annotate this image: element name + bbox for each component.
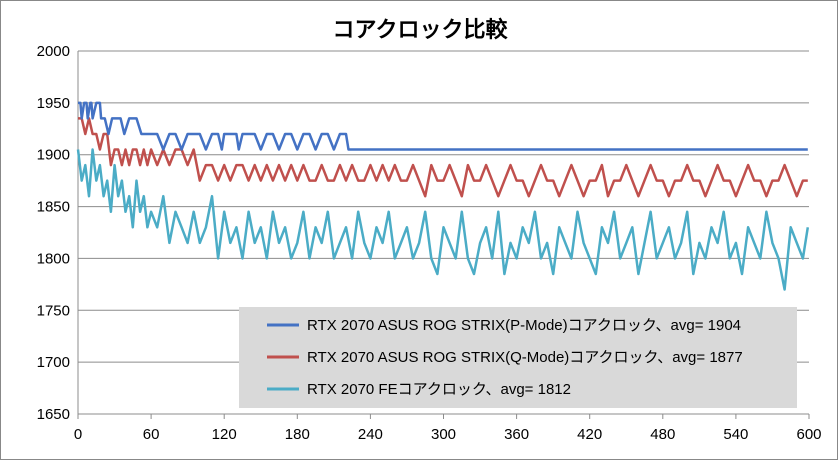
- x-tick-label-120: 120: [212, 426, 237, 443]
- legend-label-p-mode: RTX 2070 ASUS ROG STRIX(P-Mode)コアクロック、av…: [307, 317, 741, 334]
- x-tick-label-540: 540: [723, 426, 748, 443]
- y-tick-label-1800: 1800: [37, 250, 70, 267]
- y-tick-label-1750: 1750: [37, 302, 70, 319]
- chart-title: コアクロック比較: [333, 17, 509, 43]
- axes: 1650 1700 1750 1800 1850 1900 1950 2000 0 60 120 18…: [37, 43, 822, 443]
- x-tick-label-180: 180: [285, 426, 310, 443]
- y-tick-label-1700: 1700: [37, 354, 70, 371]
- series-line-p-mode: [78, 101, 808, 151]
- series-line-q-mode: [78, 117, 808, 198]
- legend-label-fe: RTX 2070 FEコアクロック、avg= 1812: [307, 381, 571, 398]
- x-tick-label-420: 420: [577, 426, 602, 443]
- y-tick-label-1650: 1650: [37, 406, 70, 423]
- legend-box: [239, 307, 797, 408]
- x-tick-label-480: 480: [650, 426, 675, 443]
- series-line-fe: [76, 148, 810, 291]
- y-tick-label-2000: 2000: [37, 43, 70, 60]
- y-tick-label-1900: 1900: [37, 147, 70, 164]
- x-tick-label-0: 0: [74, 426, 82, 443]
- y-tick-label-1850: 1850: [37, 199, 70, 216]
- x-tick-label-240: 240: [358, 426, 383, 443]
- legend-label-q-mode: RTX 2070 ASUS ROG STRIX(Q-Mode)コアクロック、av…: [307, 349, 743, 366]
- legend: RTX 2070 ASUS ROG STRIX(P-Mode)コアクロック、av…: [239, 307, 797, 408]
- series-lines: [76, 101, 810, 291]
- x-tick-label-360: 360: [504, 426, 529, 443]
- y-tick-label-1950: 1950: [37, 95, 70, 112]
- x-tick-label-600: 600: [796, 426, 821, 443]
- x-tick-label-60: 60: [143, 426, 160, 443]
- x-tick-label-300: 300: [431, 426, 456, 443]
